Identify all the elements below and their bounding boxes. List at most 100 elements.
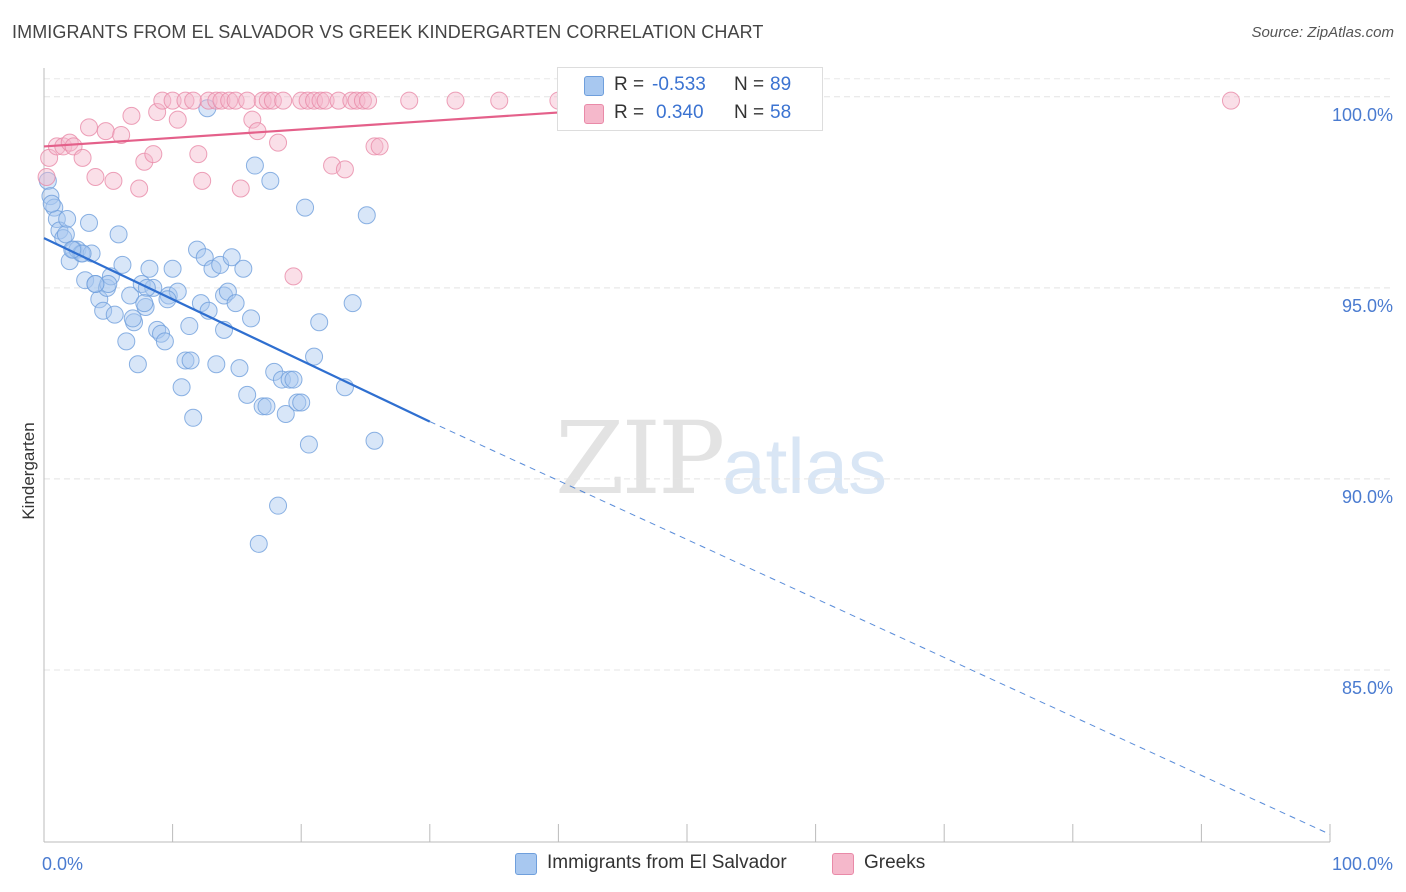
data-point — [99, 275, 118, 294]
legend-n-value: 89 — [770, 74, 792, 95]
data-point — [112, 125, 131, 144]
data-point — [299, 435, 318, 454]
data-point — [140, 259, 159, 278]
data-point — [96, 122, 115, 141]
data-point — [207, 355, 226, 374]
data-point — [446, 91, 465, 110]
data-point — [58, 210, 77, 229]
data-point — [198, 99, 217, 118]
data-point — [245, 156, 264, 175]
data-point — [180, 317, 199, 336]
trend-line-greeks — [43, 107, 623, 148]
legend-swatch-greeks — [584, 104, 604, 124]
legend-n-value: 58 — [770, 102, 792, 123]
data-point — [117, 332, 136, 351]
data-point — [296, 198, 315, 217]
data-point — [292, 393, 311, 412]
data-point — [365, 431, 384, 450]
data-point — [226, 294, 245, 313]
data-point — [222, 248, 241, 267]
bottom-legend-swatch-el-salvador — [515, 853, 537, 875]
data-point — [105, 305, 124, 324]
data-point — [370, 137, 389, 156]
data-point — [269, 133, 288, 152]
data-point — [130, 179, 149, 198]
axes — [43, 68, 1331, 843]
data-point — [359, 91, 378, 110]
y-tick-label: 90.0% — [1342, 487, 1393, 507]
data-point — [400, 91, 419, 110]
x-tick-label-min: 0.0% — [42, 854, 83, 874]
data-point — [122, 106, 141, 125]
data-point — [490, 91, 509, 110]
data-point — [199, 91, 218, 110]
legend-r-label: R = — [614, 102, 645, 123]
trend-line-el-salvador — [43, 237, 431, 423]
data-point — [280, 370, 299, 389]
data-point — [207, 91, 226, 110]
data-point — [155, 332, 174, 351]
data-point — [243, 110, 262, 129]
data-point — [316, 91, 335, 110]
data-point — [163, 91, 182, 110]
data-point — [109, 225, 128, 244]
data-point — [311, 91, 330, 110]
data-point — [135, 152, 154, 171]
watermark-atlas: atlas — [722, 422, 888, 510]
trend-lines — [43, 107, 1331, 835]
data-point — [86, 275, 105, 294]
chart-title: IMMIGRANTS FROM EL SALVADOR VS GREEK KIN… — [12, 22, 764, 42]
data-point — [276, 404, 295, 423]
data-point — [234, 259, 253, 278]
data-point — [181, 351, 200, 370]
data-point — [56, 225, 75, 244]
data-point — [184, 408, 203, 427]
series-greeks — [37, 91, 1240, 286]
data-point — [257, 397, 276, 416]
data-point — [265, 362, 284, 381]
data-point — [263, 91, 282, 110]
data-point — [86, 168, 105, 187]
data-point — [163, 259, 182, 278]
bottom-legend-swatch-greeks — [832, 853, 854, 875]
data-point — [288, 393, 307, 412]
data-point — [258, 91, 277, 110]
data-point — [274, 91, 293, 110]
data-point — [305, 347, 324, 366]
data-point — [168, 110, 187, 129]
data-point — [284, 267, 303, 286]
legend-row-el-salvador: R = -0.533 N = 89 — [570, 74, 820, 98]
series-immigrants-el-salvador — [38, 99, 384, 553]
data-point — [249, 534, 268, 553]
data-point — [230, 359, 249, 378]
y-tick-label: 100.0% — [1332, 105, 1393, 125]
data-point — [269, 496, 288, 515]
data-point — [242, 309, 261, 328]
y-tick-label: 85.0% — [1342, 678, 1393, 698]
source-label: Source: ZipAtlas.com — [1251, 24, 1394, 41]
data-point — [94, 301, 113, 320]
data-point — [153, 91, 172, 110]
data-point — [168, 282, 187, 301]
legend-n-label: N = — [734, 74, 765, 95]
data-point — [121, 286, 140, 305]
data-point — [176, 351, 195, 370]
data-point — [253, 397, 272, 416]
legend-r-value: -0.533 — [652, 74, 706, 95]
data-point — [73, 148, 92, 167]
data-point — [80, 118, 99, 137]
data-point — [113, 255, 132, 274]
data-point — [220, 91, 239, 110]
data-point — [41, 187, 60, 206]
trend-line-el-salvador-extension — [429, 421, 1331, 835]
data-point — [172, 378, 191, 397]
data-point — [135, 294, 154, 313]
data-point — [292, 91, 311, 110]
watermark: ZIPatlas — [555, 400, 887, 517]
data-point — [123, 309, 142, 328]
watermark-zip: ZIP — [555, 400, 725, 517]
legend-r-value: 0.340 — [656, 102, 704, 123]
bottom-legend-label-el-salvador: Immigrants from El Salvador — [547, 852, 787, 873]
legend-row-greeks: R = 0.340 N = 58 — [570, 102, 820, 126]
